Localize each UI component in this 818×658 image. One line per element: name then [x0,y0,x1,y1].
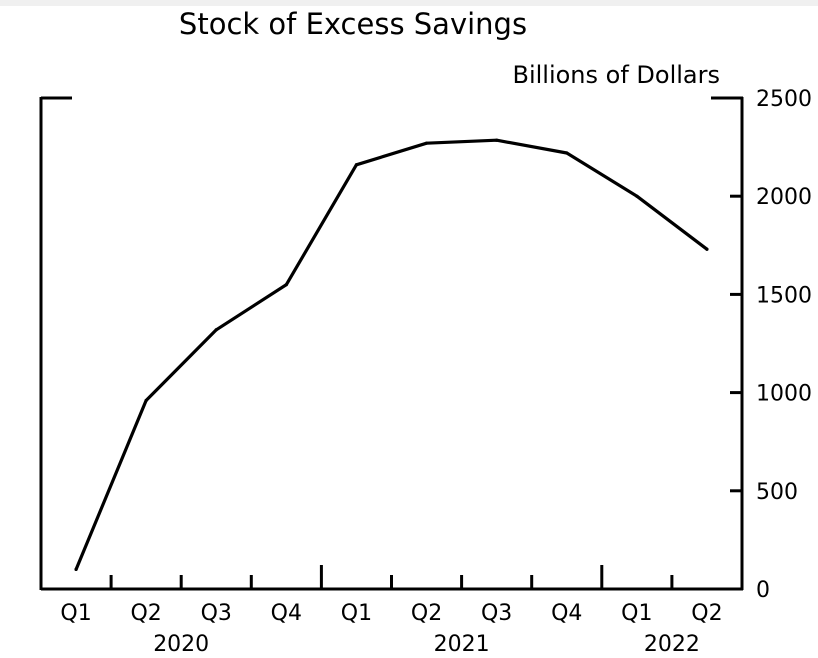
x-tick-label: Q1 [60,601,91,626]
x-tick-label: Q1 [621,601,652,626]
data-point [495,138,499,142]
x-tick-label: Q2 [411,601,442,626]
y-tick-label: 1500 [756,283,812,308]
y-tick-label: 0 [756,578,770,603]
top-border [0,0,818,6]
data-point [424,141,429,145]
year-label: 2021 [434,632,490,657]
x-tick-label: Q2 [691,601,722,626]
data-point [214,328,218,332]
x-tick-label: Q3 [201,601,232,626]
x-tick-label: Q4 [551,601,582,626]
data-point [635,194,639,198]
y-tick-label: 1000 [756,382,812,407]
x-tick-label: Q2 [130,601,161,626]
series-layer [74,138,709,572]
x-tick-label: Q3 [481,601,512,626]
y-ticks: 0 500 1000 1500 2000 2500 [730,87,812,603]
data-point [74,567,78,571]
data-point [565,151,569,155]
x-tick-label: Q1 [341,601,372,626]
unit-label: Billions of Dollars [512,61,720,89]
x-tick-label: Q4 [271,601,302,626]
chart-title: Stock of Excess Savings [179,7,527,41]
series-line [74,138,709,572]
x-ticks: Q1 Q2 Q3 Q4 Q1 Q2 Q3 Q4 Q1 Q2 2020 2021 2022 [60,565,723,657]
year-label: 2020 [153,632,209,657]
year-label: 2022 [644,632,700,657]
data-point [144,398,148,403]
y-tick-label: 500 [756,480,798,505]
y-tick-label: 2500 [756,87,812,112]
data-point [354,163,359,167]
y-tick-label: 2000 [756,185,812,210]
data-point [284,282,288,287]
data-point [705,247,709,251]
